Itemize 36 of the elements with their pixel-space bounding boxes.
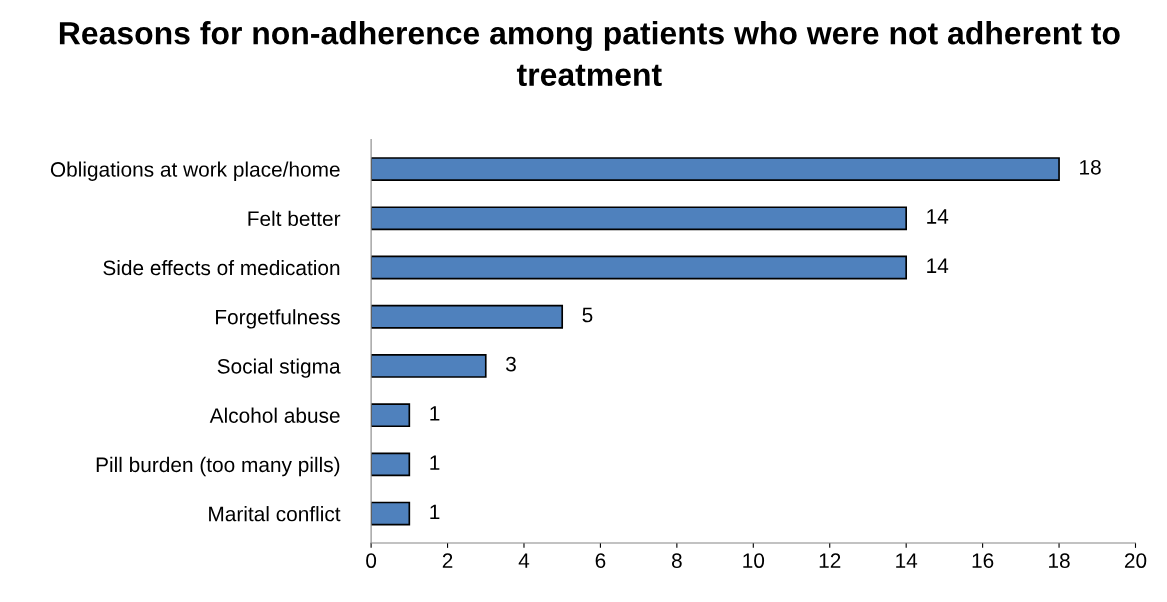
x-tick-label: 4	[518, 553, 530, 568]
data-label: 18	[1080, 159, 1101, 175]
bar	[371, 206, 908, 231]
bar	[371, 304, 564, 329]
data-label: 1	[430, 455, 440, 470]
data-label: 3	[506, 356, 516, 372]
y-tick-label: Forgetfulness	[216, 309, 340, 329]
data-label: 1	[430, 406, 440, 421]
x-tick-label: 8	[671, 553, 682, 569]
bar	[371, 354, 487, 378]
bar	[371, 501, 411, 526]
x-tick-label: 10	[743, 553, 765, 569]
x-tick-label: 16	[972, 553, 994, 569]
y-tick-label: Marital conflict	[209, 506, 341, 522]
y-tick-label: Obligations at work place/home	[50, 161, 340, 181]
y-tick-label: Felt better	[248, 210, 341, 227]
x-tick-label: 6	[595, 553, 606, 569]
y-tick-label: Alcohol abuse	[209, 407, 340, 423]
bar	[371, 255, 908, 280]
bar	[371, 403, 411, 428]
y-tick-label: Side effects of medication	[103, 259, 340, 276]
data-label: 14	[927, 209, 949, 224]
x-tick-label: 18	[1049, 553, 1070, 569]
y-tick-label: Social stigma	[217, 358, 341, 378]
x-tick-label: 0	[366, 553, 377, 569]
data-label: 14	[927, 258, 949, 273]
bar	[371, 157, 1060, 181]
y-tick-label: Pill burden (too many pills)	[96, 456, 340, 477]
data-label: 5	[582, 307, 593, 323]
x-tick-label: 2	[442, 553, 453, 568]
data-label: 1	[430, 504, 440, 519]
bar	[371, 452, 411, 477]
x-tick-label: 20	[1124, 553, 1147, 569]
x-tick-label: 12	[819, 553, 841, 568]
chart-title: Reasons for non-adherence among patients who were not adherent to treatment	[59, 21, 1120, 87]
x-tick-label: 14	[896, 553, 918, 568]
